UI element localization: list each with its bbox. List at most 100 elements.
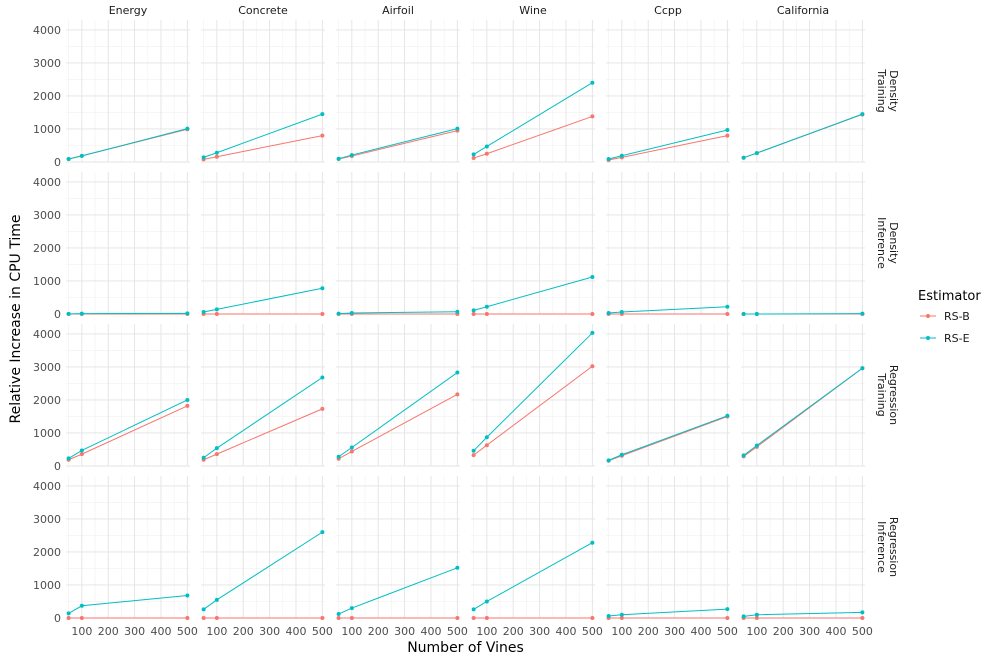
- x-tick-label: 400: [420, 625, 441, 638]
- panel-airfoil-2: [336, 324, 460, 467]
- data-point-rs-e: [66, 611, 71, 616]
- row-label-text: DensityTraining: [875, 68, 900, 112]
- data-point-rs-e: [214, 307, 219, 312]
- row-label-2: RegressionTraining: [875, 365, 900, 425]
- series-line-rs-e: [608, 608, 728, 617]
- data-point-rs-e: [320, 530, 325, 535]
- data-point-rs-e: [725, 413, 730, 418]
- data-point-rs-b: [66, 616, 71, 620]
- data-point-rs-e: [725, 304, 730, 309]
- series-line-rs-e: [203, 377, 323, 459]
- data-point-rs-e: [201, 310, 206, 315]
- data-point-rs-b: [455, 392, 460, 397]
- data-point-rs-e: [484, 144, 489, 149]
- data-point-rs-e: [320, 286, 325, 291]
- x-tick-label: 100: [206, 625, 227, 638]
- x-tick-label: 100: [611, 625, 632, 638]
- y-tick-label: 3000: [33, 57, 61, 70]
- x-tick-label: 500: [447, 625, 468, 638]
- panel-wine-3: [471, 476, 595, 620]
- data-point-rs-b: [320, 133, 325, 138]
- data-point-rs-b: [590, 312, 595, 316]
- data-point-rs-e: [741, 453, 746, 458]
- y-tick-label: 2000: [33, 242, 61, 255]
- x-tick-label: 100: [71, 625, 92, 638]
- data-point-rs-e: [606, 614, 611, 619]
- data-point-rs-e: [754, 151, 759, 156]
- panel-airfoil-1: [336, 172, 460, 316]
- data-point-rs-e: [484, 435, 489, 440]
- panel-wine-1: [471, 172, 595, 316]
- data-point-rs-e: [349, 606, 354, 611]
- data-point-rs-b: [320, 616, 325, 620]
- x-tick-label: 300: [799, 625, 820, 638]
- x-tick-label: 200: [773, 625, 794, 638]
- data-point-rs-e: [455, 370, 460, 375]
- data-point-rs-b: [754, 616, 759, 620]
- facet-label-wine: Wine: [519, 4, 547, 17]
- data-point-rs-e: [349, 153, 354, 158]
- panel-concrete-2: [201, 324, 325, 467]
- data-point-rs-e: [754, 612, 759, 617]
- data-point-rs-b: [484, 312, 489, 316]
- data-point-rs-b: [349, 616, 354, 620]
- data-point-rs-e: [214, 150, 219, 155]
- data-point-rs-e: [455, 565, 460, 570]
- legend-label-rs-e: RS-E: [944, 332, 970, 345]
- panel-ccpp-0: [606, 20, 730, 163]
- data-point-rs-b: [860, 616, 865, 620]
- data-point-rs-b: [214, 312, 219, 316]
- y-tick-label: 2000: [33, 90, 61, 103]
- row-label-line: Density: [887, 222, 900, 264]
- data-point-rs-e: [619, 153, 624, 158]
- data-point-rs-b: [471, 453, 476, 458]
- series-line-rs-e: [338, 128, 458, 160]
- data-point-rs-e: [606, 458, 611, 463]
- panel-airfoil-3: [336, 476, 460, 620]
- data-point-rs-e: [185, 126, 190, 131]
- data-point-rs-e: [185, 311, 190, 316]
- series-line-rs-e: [608, 129, 728, 160]
- data-point-rs-e: [455, 309, 460, 314]
- y-tick-label: 1000: [33, 579, 61, 592]
- y-tick-label: 4000: [33, 176, 61, 189]
- data-point-rs-e: [66, 311, 71, 316]
- data-point-rs-b: [320, 312, 325, 316]
- facet-label-concrete: Concrete: [238, 4, 288, 17]
- data-point-rs-b: [484, 151, 489, 156]
- series-line-rs-b: [338, 393, 458, 460]
- panel-concrete-0: [201, 20, 325, 163]
- x-tick-label: 500: [177, 625, 198, 638]
- data-point-rs-e: [79, 153, 84, 158]
- facet-label-ccpp: Ccpp: [654, 4, 682, 17]
- panel-ccpp-2: [606, 324, 730, 467]
- legend-key-point-rs-b: [926, 314, 930, 318]
- panel-wine-0: [471, 20, 595, 163]
- data-point-rs-e: [349, 445, 354, 450]
- row-label-3: RegressionInference: [875, 517, 900, 577]
- x-tick-label: 500: [582, 625, 603, 638]
- y-tick-label: 2000: [33, 394, 61, 407]
- data-point-rs-b: [185, 403, 190, 408]
- series-line-rs-e: [743, 611, 863, 617]
- data-point-rs-e: [606, 311, 611, 316]
- y-tick-label: 3000: [33, 513, 61, 526]
- panel-energy-2: [66, 324, 190, 467]
- data-point-rs-b: [590, 616, 595, 620]
- data-point-rs-e: [79, 603, 84, 608]
- y-tick-label: 1000: [33, 275, 61, 288]
- y-tick-label: 1000: [33, 123, 61, 136]
- x-tick-label: 500: [852, 625, 873, 638]
- y-tick-label: 0: [54, 612, 61, 625]
- data-point-rs-e: [619, 452, 624, 457]
- y-tick-label: 4000: [33, 24, 61, 37]
- data-point-rs-e: [471, 448, 476, 453]
- data-point-rs-e: [590, 275, 595, 280]
- data-point-rs-e: [185, 397, 190, 402]
- panel-airfoil-0: [336, 20, 460, 163]
- data-point-rs-e: [741, 312, 746, 316]
- series-line-rs-e: [338, 311, 458, 315]
- legend: Estimator RS-B RS-E: [918, 289, 981, 345]
- series-line-rs-e: [743, 367, 863, 456]
- series-line-rs-e: [203, 531, 323, 610]
